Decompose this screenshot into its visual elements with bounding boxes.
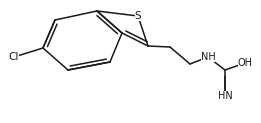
Text: S: S [135,11,141,21]
Text: Cl: Cl [9,52,19,62]
Text: HN: HN [218,91,232,101]
Text: NH: NH [201,52,215,62]
Text: OH: OH [238,58,252,68]
